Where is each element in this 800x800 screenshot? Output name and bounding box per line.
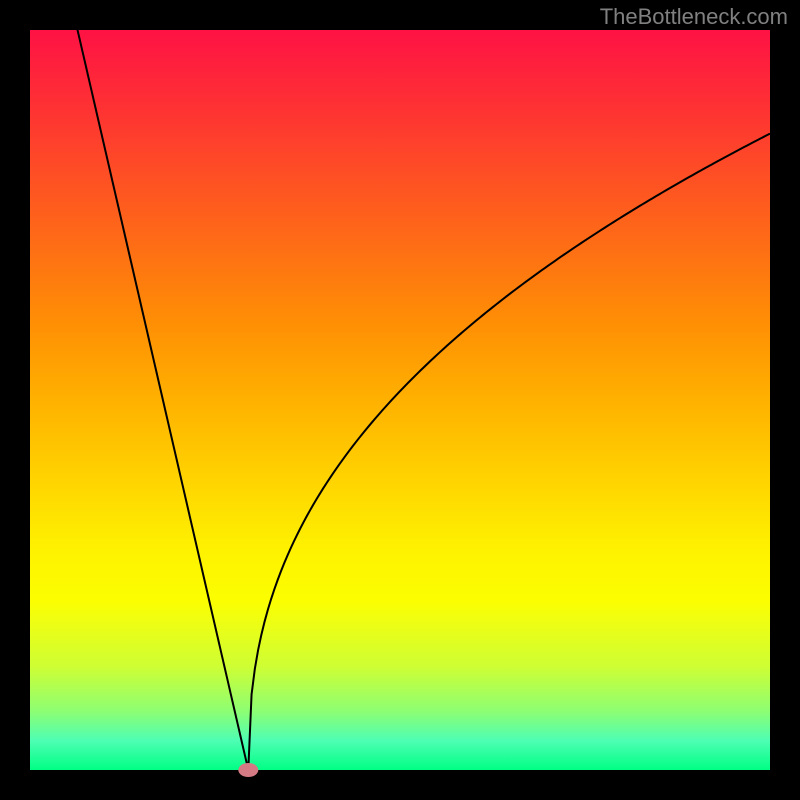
plot-area (30, 30, 770, 770)
watermark-text: TheBottleneck.com (600, 4, 788, 29)
bottleneck-chart: TheBottleneck.com (0, 0, 800, 800)
optimal-point-marker (238, 763, 258, 777)
chart-container: TheBottleneck.com (0, 0, 800, 800)
